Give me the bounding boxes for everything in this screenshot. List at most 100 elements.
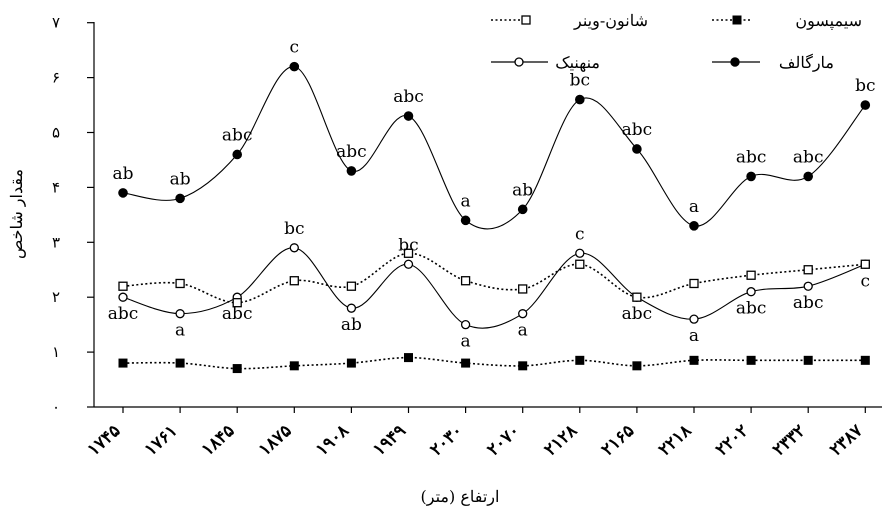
- series-line-menhinick: [122, 247, 866, 329]
- point-menhinick: [118, 292, 128, 302]
- point-shannon: [346, 281, 357, 291]
- point-menhinick: [803, 281, 813, 291]
- data-label-margalef: a: [461, 191, 471, 211]
- legend: شانون-وینر سیمپسون منهنیک مارگالف: [491, 11, 862, 72]
- x-tick-label: ۱۷۴۵: [84, 421, 125, 460]
- series-line-shannon: [122, 252, 866, 304]
- data-label-menhinick: abc: [793, 293, 824, 313]
- data-label-margalef: abc: [222, 125, 253, 145]
- y-tick-label: ۳: [52, 233, 60, 251]
- y-axis-title: مقدار شاخص: [7, 169, 26, 259]
- data-label-menhinick: bc: [398, 235, 418, 255]
- point-shannon: [803, 265, 813, 275]
- x-tick-label: ۱۹۰۸: [312, 420, 353, 460]
- point-simpson: [746, 355, 756, 365]
- data-label-margalef: ab: [112, 164, 133, 184]
- point-shannon: [118, 281, 128, 291]
- point-menhinick: [518, 309, 528, 319]
- legend-label-simpson: سیمپسون: [795, 11, 862, 30]
- x-tick-label: ۱۸۷۵: [255, 421, 296, 460]
- data-label-menhinick: abc: [622, 304, 653, 324]
- x-tick-label: ۲۳۸۷: [826, 420, 867, 460]
- point-simpson: [175, 358, 185, 368]
- point-shannon: [689, 278, 699, 289]
- point-shannon: [232, 298, 242, 308]
- point-menhinick: [289, 243, 299, 253]
- point-margalef: [175, 193, 185, 204]
- point-margalef: [517, 204, 528, 215]
- data-label-menhinick: a: [518, 321, 528, 341]
- point-margalef: [803, 171, 814, 182]
- point-simpson: [632, 361, 642, 371]
- point-margalef: [346, 166, 357, 176]
- point-margalef: [746, 171, 756, 182]
- point-simpson: [346, 358, 356, 368]
- data-label-margalef: abc: [793, 147, 824, 167]
- legend-item-shannon: شانون-وینر: [491, 11, 648, 30]
- y-tick-label: ۱: [52, 343, 60, 361]
- data-label-margalef: bc: [570, 71, 590, 91]
- point-simpson: [118, 358, 128, 368]
- point-menhinick: [575, 248, 585, 258]
- point-menhinick: [746, 287, 756, 297]
- y-tick-label: ۰: [52, 398, 60, 416]
- data-label-menhinick: c: [575, 224, 585, 244]
- legend-label-shannon: شانون-وینر: [573, 11, 648, 30]
- point-simpson: [404, 353, 413, 363]
- data-label-margalef: bc: [855, 76, 875, 96]
- data-label-margalef: a: [689, 197, 699, 217]
- point-simpson: [289, 361, 299, 371]
- legend-marker-simpson: [732, 15, 742, 25]
- x-tick-label: ۱۸۴۵: [198, 421, 239, 460]
- point-shannon: [860, 259, 870, 269]
- y-ticks: ۰ ۱ ۲ ۳ ۴ ۵ ۶ ۷: [52, 14, 94, 416]
- point-menhinick: [460, 319, 471, 330]
- data-label-menhinick: a: [175, 321, 185, 341]
- data-label-margalef: abc: [336, 142, 367, 162]
- point-shannon: [746, 270, 756, 280]
- legend-marker-shannon: [521, 15, 531, 25]
- x-tick-label: ۲۰۷۰: [484, 421, 525, 460]
- point-shannon: [575, 259, 585, 269]
- point-simpson: [860, 355, 870, 365]
- data-label-margalef: abc: [622, 120, 653, 140]
- legend-item-menhinick: منهنیک: [491, 53, 600, 72]
- x-tick-label: ۲۳۳۲: [769, 421, 810, 460]
- point-simpson: [689, 355, 699, 365]
- point-shannon: [632, 292, 642, 302]
- legend-label-menhinick: منهنیک: [555, 53, 600, 72]
- legend-label-margalef: مارگالف: [779, 53, 834, 72]
- x-tick-label: ۱۹۴۹: [369, 421, 410, 460]
- data-label-margalef: ab: [170, 169, 191, 189]
- point-menhinick: [175, 309, 185, 319]
- y-tick-label: ۶: [52, 69, 60, 87]
- x-axis-title: ارتفاع (متر): [421, 487, 500, 506]
- point-margalef: [232, 149, 242, 160]
- point-simpson: [575, 355, 585, 365]
- data-label-menhinick: abc: [108, 304, 139, 324]
- point-margalef: [575, 94, 585, 105]
- data-label-menhinick: bc: [284, 219, 304, 239]
- point-shannon: [518, 284, 528, 294]
- point-simpson: [461, 358, 471, 368]
- series-layer: [118, 61, 871, 374]
- point-menhinick: [346, 303, 357, 313]
- x-tick-label: ۲۲۱۸: [655, 420, 696, 460]
- x-tick-label: ۲۰۳۰: [426, 421, 467, 460]
- point-menhinick: [403, 259, 414, 269]
- point-menhinick: [689, 314, 699, 324]
- series-line-margalef: [122, 66, 866, 230]
- point-simpson: [232, 364, 242, 374]
- data-label-margalef: abc: [736, 147, 767, 167]
- point-margalef: [632, 144, 642, 154]
- point-simpson: [518, 361, 528, 371]
- data-label-margalef: ab: [512, 180, 533, 200]
- point-margalef: [689, 221, 699, 231]
- point-margalef: [460, 215, 471, 226]
- legend-marker-menhinick: [514, 57, 524, 67]
- point-shannon: [460, 276, 471, 286]
- point-margalef: [289, 61, 300, 72]
